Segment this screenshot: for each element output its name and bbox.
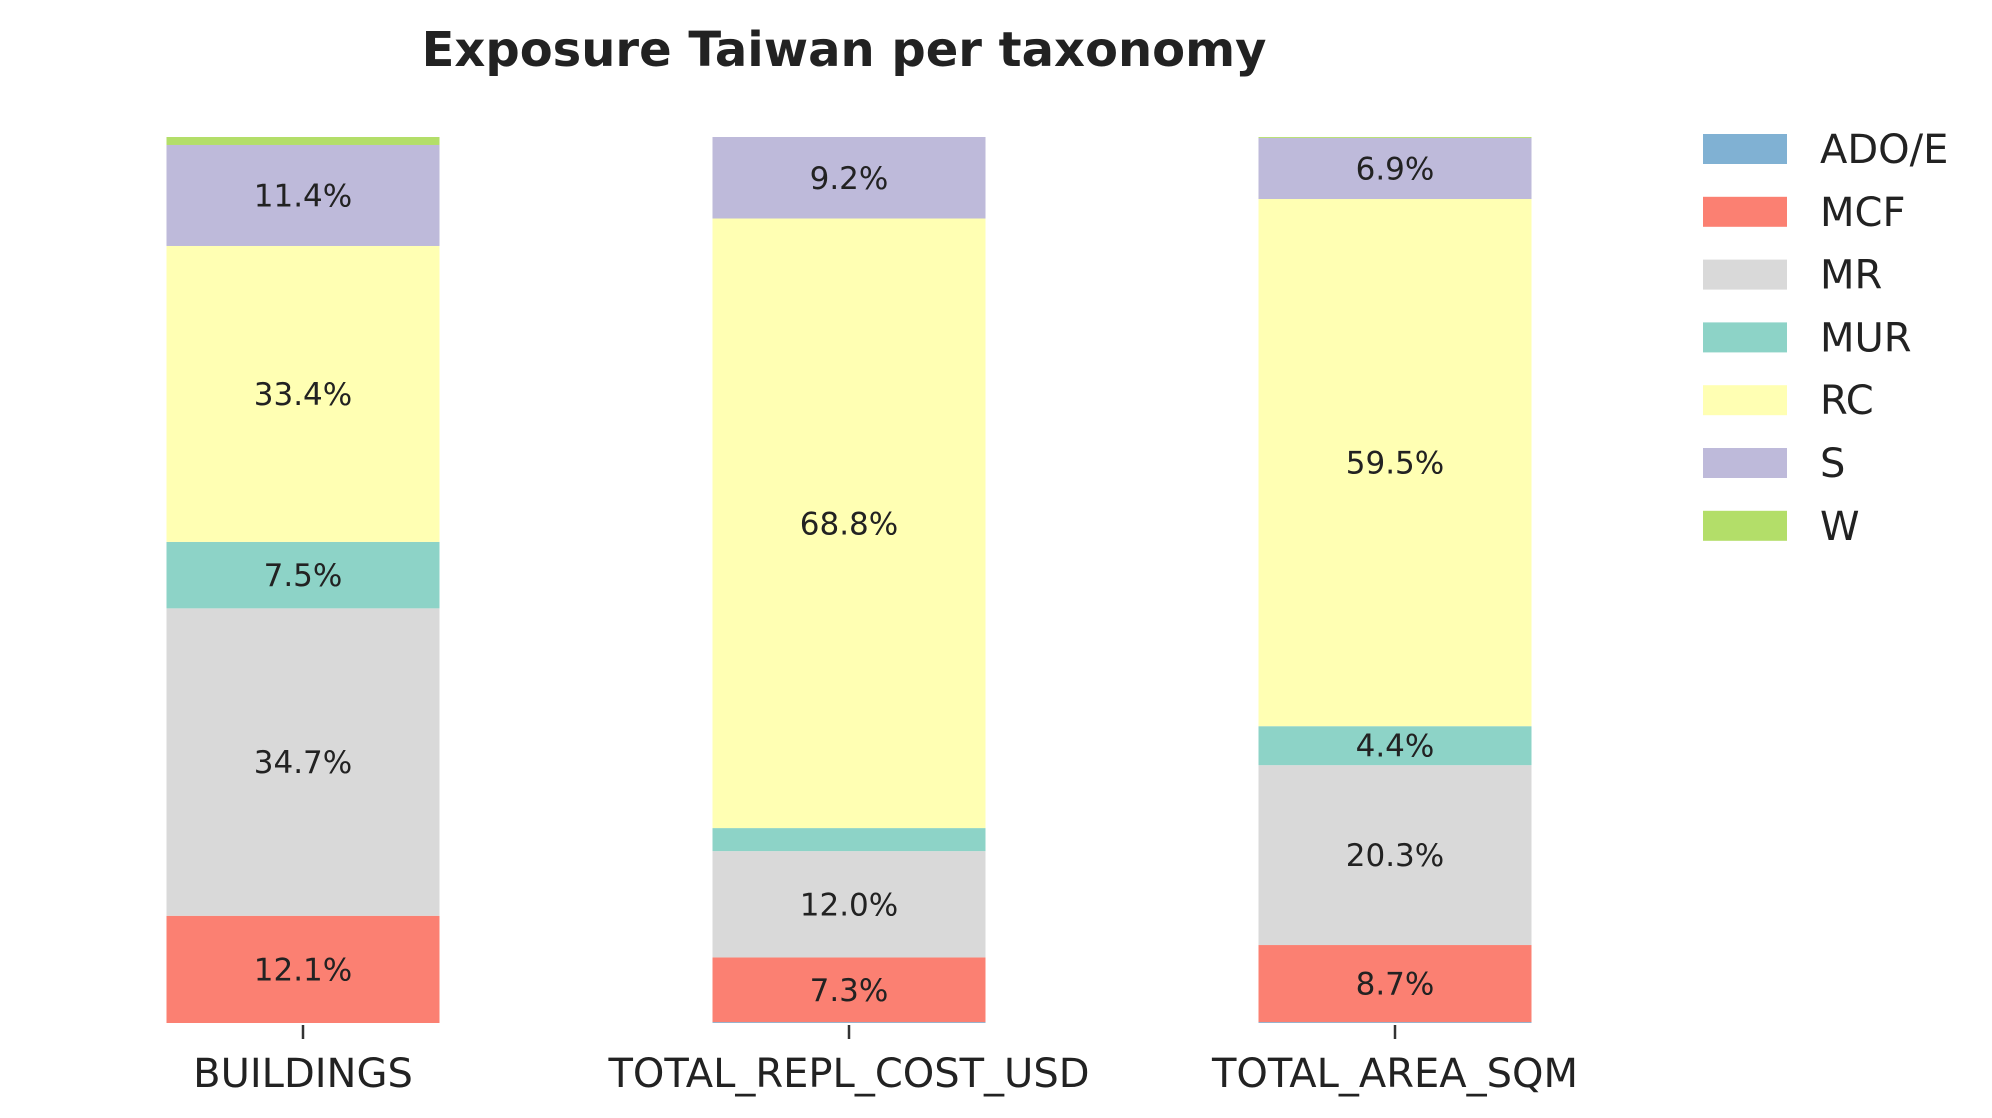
data-label: 20.3% [1346,838,1444,874]
legend-swatch [1703,385,1787,416]
bar-segment-s-2 [1258,137,1532,200]
bar-segment-mcf-1 [712,957,986,1023]
data-label: 8.7% [1356,967,1435,1003]
data-label: 12.0% [800,887,898,923]
legend-swatch [1703,259,1787,290]
legend-swatch [1703,510,1787,541]
legend-label: ADO/E [1820,127,1948,173]
data-label: 11.4% [254,178,352,214]
bar-segment-rc-2 [1258,199,1532,727]
bars-group [166,137,1532,1023]
bar-segment-mur-0 [166,541,440,609]
data-label: 6.9% [1356,151,1435,187]
data-label: 33.4% [254,377,352,413]
data-label: 7.3% [810,973,889,1009]
bar-segment-mcf-0 [166,915,440,1023]
bar-segment-rc-0 [166,245,440,542]
bar-segment-mur-2 [1258,726,1532,766]
x-tick-label: TOTAL_AREA_SQM [1211,1051,1578,1097]
chart-title: Exposure Taiwan per taxonomy [422,22,1267,78]
data-label: 12.1% [254,952,352,988]
data-label: 59.5% [1346,446,1444,482]
legend-label: MUR [1820,315,1912,361]
x-axis: BUILDINGS TOTAL_REPL_COST_USD TOTAL_AREA_S… [193,1025,1578,1097]
bar-segment-mcf-2 [1258,945,1532,1023]
segment-labels-group: 12.1% 34.7% 7.5% 33.4% 11.4% 7.3% 12.0% 68.8% 9.… [254,151,1444,1008]
legend-swatch [1703,322,1787,353]
legend-swatch [1703,448,1787,478]
bar-segment-w-0 [166,137,440,145]
x-tick-label: TOTAL_REPL_COST_USD [607,1051,1089,1097]
data-label: 4.4% [1356,729,1435,765]
legend-label: MR [1820,253,1882,299]
bar-segment-mur-1 [712,828,986,852]
legend: ADO/E MCF MR MUR RC SW [1703,127,1948,550]
legend-swatch [1703,134,1787,164]
legend-swatch [1703,196,1787,227]
bar-segment-mr-1 [712,851,986,958]
bar-segment-s-1 [712,137,986,219]
legend-label: RC [1820,378,1874,424]
data-label: 7.5% [264,558,343,594]
legend-label: W [1820,504,1860,550]
bar-segment-s-0 [166,144,440,246]
legend-label: MCF [1820,190,1905,236]
bar-segment-mr-2 [1258,765,1532,946]
x-tick-label: BUILDINGS [193,1051,413,1097]
bar-segment-w-2 [1258,137,1532,138]
legend-label: S [1820,441,1845,487]
bar-segment-rc-1 [712,218,986,829]
data-label: 68.8% [800,506,898,542]
data-label: 9.2% [810,161,889,197]
bar-segment-mr-0 [166,608,440,916]
bar-segment-ado-e-1 [712,1022,986,1023]
data-label: 34.7% [254,745,352,781]
bar-segment-ado-e-2 [1258,1022,1532,1023]
